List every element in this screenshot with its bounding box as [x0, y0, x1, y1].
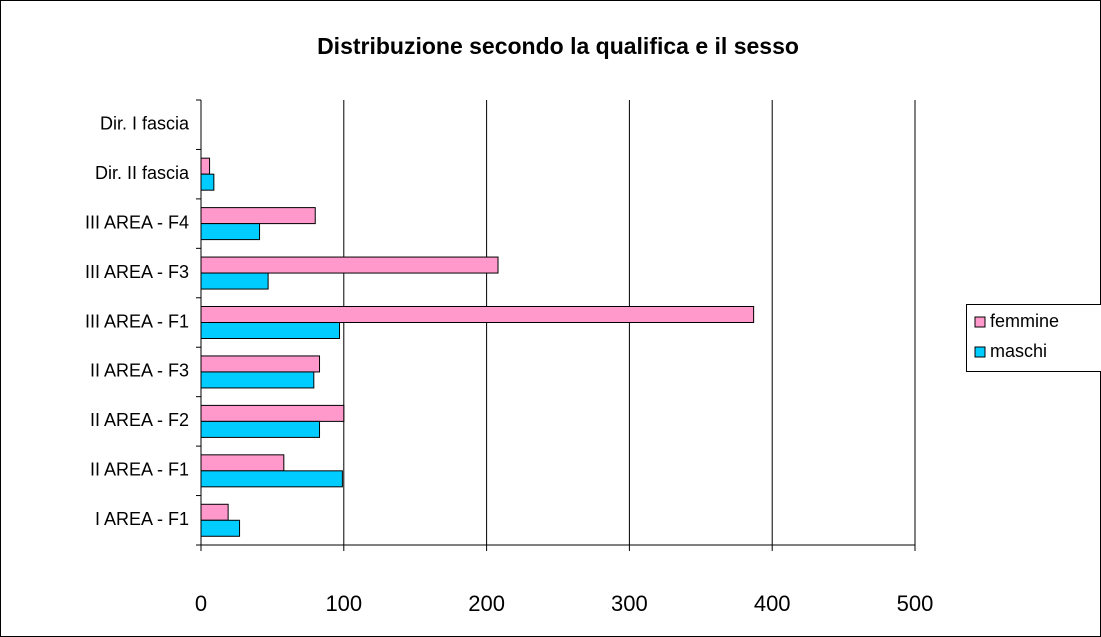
bar: [200, 157, 211, 175]
bar: [200, 404, 345, 422]
bar: [200, 503, 229, 521]
bar: [200, 322, 341, 339]
x-tick-label: 200: [468, 591, 505, 616]
x-tick-label: 100: [325, 591, 362, 616]
y-tick-label: Dir. I fascia: [100, 113, 190, 133]
x-tick-label: 0: [195, 591, 207, 616]
bar: [200, 306, 755, 323]
bar: [200, 223, 261, 241]
bar: [200, 173, 215, 191]
legend-label: maschi: [990, 341, 1047, 361]
y-tick-label: II AREA - F3: [90, 361, 189, 381]
chart-title: Distribuzione secondo la qualifica e il …: [317, 33, 799, 59]
legend-swatch: [974, 346, 986, 358]
y-tick-label: I AREA - F1: [95, 509, 189, 529]
legend-label: femmine: [990, 311, 1059, 331]
bar: [200, 420, 321, 438]
bar: [200, 207, 316, 225]
x-tick-label: 300: [611, 591, 648, 616]
legend-swatch: [974, 316, 986, 328]
x-tick-label: 500: [897, 591, 934, 616]
y-tick-label: II AREA - F1: [90, 460, 189, 480]
bar: [200, 470, 343, 488]
bar: [200, 355, 321, 373]
y-tick-label: II AREA - F2: [90, 410, 189, 430]
bar: [200, 454, 285, 472]
x-tick-label: 400: [754, 591, 791, 616]
y-tick-label: III AREA - F1: [85, 311, 189, 331]
legend-box: [966, 304, 1101, 372]
bar: [200, 272, 269, 290]
y-tick-label: III AREA - F3: [85, 262, 189, 282]
bar: [200, 256, 499, 274]
y-tick-label: III AREA - F4: [85, 212, 189, 232]
bar: [200, 371, 315, 389]
y-tick-label: Dir. II fascia: [95, 163, 190, 183]
bar: [200, 519, 241, 537]
